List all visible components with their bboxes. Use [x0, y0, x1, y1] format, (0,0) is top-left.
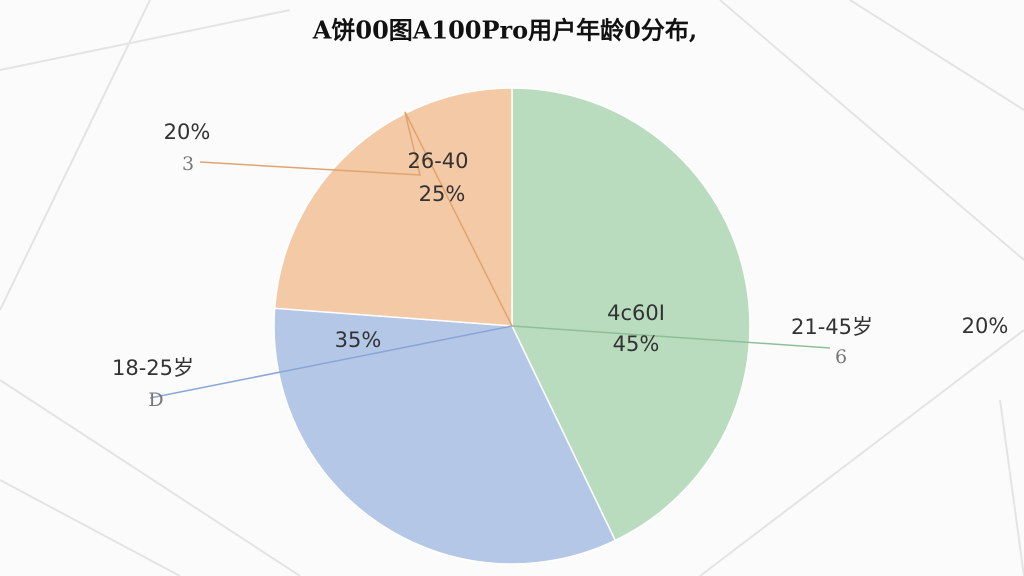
category-label: 4c60I [607, 301, 665, 325]
leader-line [149, 325, 513, 399]
chart-title: A饼00图A100Pro用户年龄0分布, [312, 16, 698, 45]
value-label: 25% [419, 182, 466, 206]
pie-slice [511, 87, 751, 542]
value-label: 35% [335, 328, 382, 352]
leader-line [199, 111, 513, 327]
annotation-label: 20% [164, 120, 211, 144]
annotation-label: 21-45岁 [791, 315, 873, 339]
pie-slice [273, 87, 513, 327]
annotation-note: 3 [182, 153, 194, 175]
side-note: 20% [962, 314, 1009, 338]
pie [273, 87, 751, 565]
annotation-note: 6 [835, 346, 847, 368]
annotation-label: 18-25岁 [112, 356, 194, 380]
annotation-note: D [148, 389, 163, 411]
leader-line [511, 325, 831, 349]
labels: 4c60I 45% 35% 26-40 25% 21-45岁 6 18-25岁 D 20% 3 [112, 111, 873, 411]
category-label: 26-40 [407, 149, 468, 173]
pie-slice [273, 307, 617, 565]
value-label: 45% [613, 332, 660, 356]
